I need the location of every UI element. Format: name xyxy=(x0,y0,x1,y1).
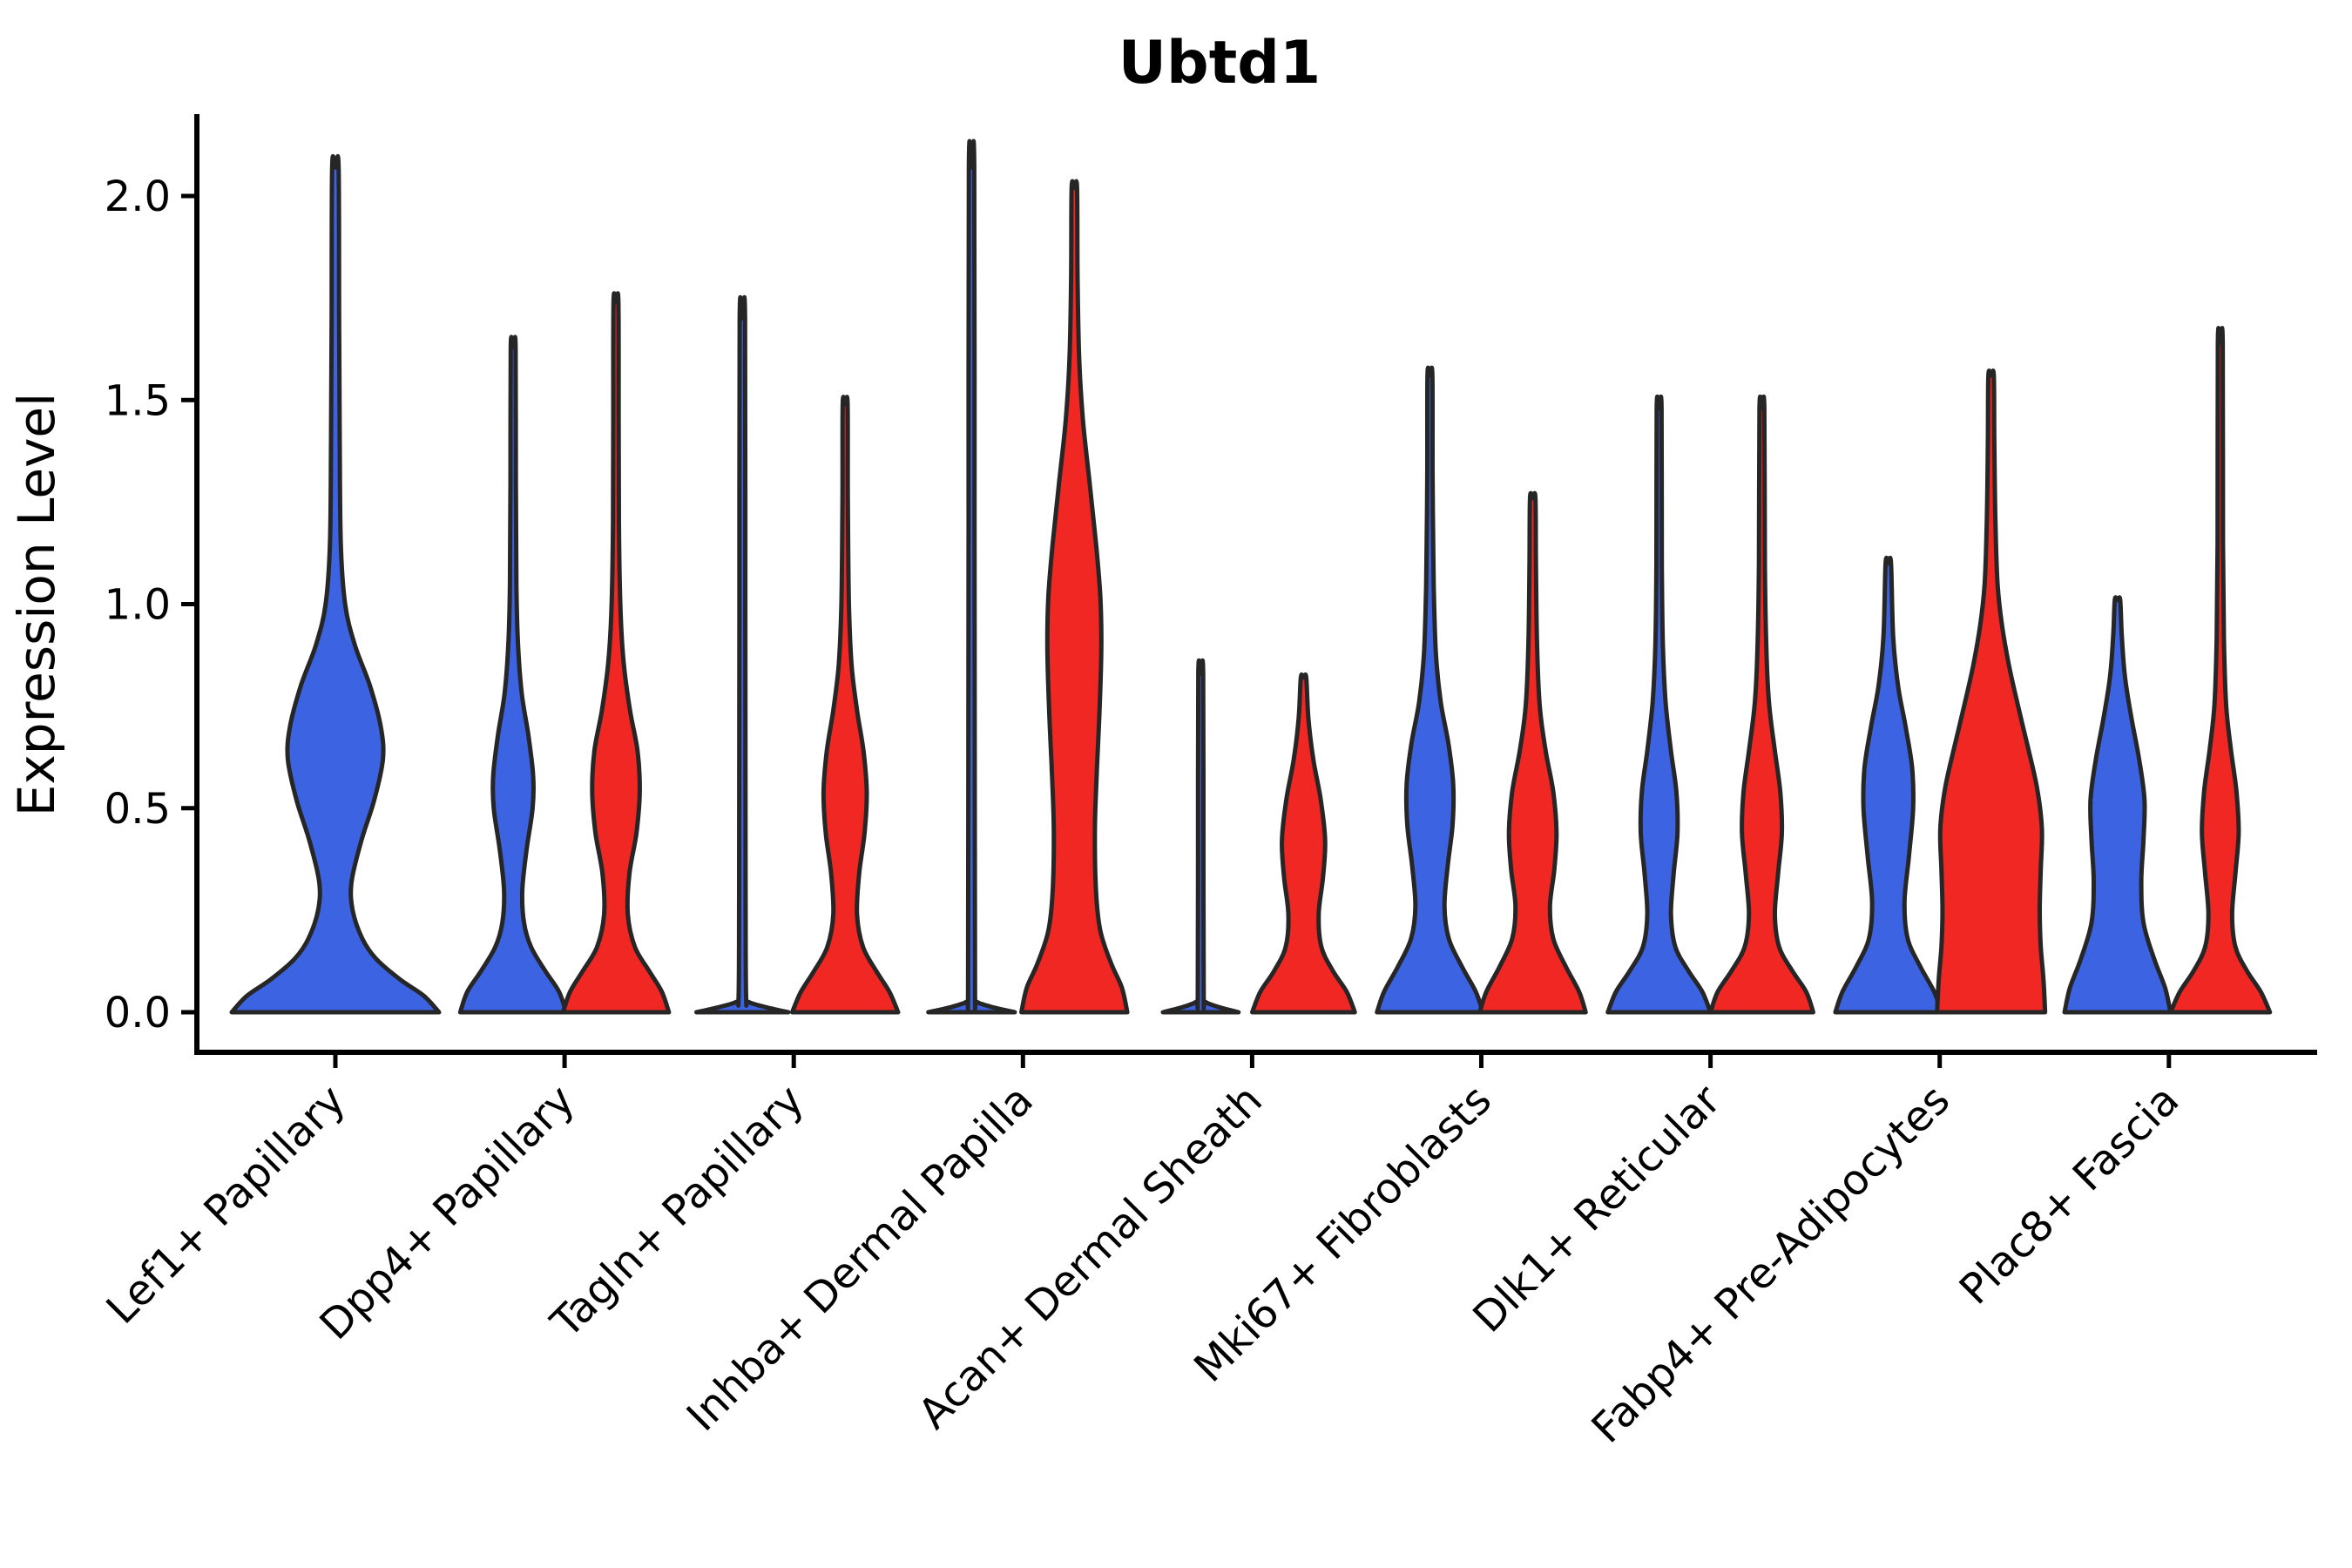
violin-red-tagln xyxy=(789,395,901,1015)
violin-blue-tagln xyxy=(694,294,791,1015)
violin-blue-acan xyxy=(1160,658,1241,1015)
violin-blue-dpp4 xyxy=(457,335,569,1015)
y-tick-label: 1.0 xyxy=(105,581,171,630)
y-tick-label: 0.0 xyxy=(105,989,171,1037)
x-tick-label: Dpp4+ Papillary xyxy=(311,1076,585,1349)
y-tick-label: 2.0 xyxy=(105,172,171,221)
violin-blue-fabp4 xyxy=(1833,555,1943,1015)
violin-blue-dlk1 xyxy=(1605,395,1713,1015)
x-tick-label: Tagln+ Papillary xyxy=(541,1076,813,1348)
y-tick-label: 0.5 xyxy=(105,785,171,834)
violin-red-plac8 xyxy=(2168,326,2273,1015)
x-tick-label: Lef1+ Papillary xyxy=(98,1076,355,1334)
violin-bodies xyxy=(229,139,2273,1015)
violin-red-inhba xyxy=(1019,179,1130,1015)
violin-red-mki67 xyxy=(1477,490,1588,1015)
violin-blue-lef1 xyxy=(229,153,442,1015)
y-axis-label: Expression Level xyxy=(7,393,66,816)
violin-red-dpp4 xyxy=(560,291,672,1015)
violin-red-dlk1 xyxy=(1708,395,1815,1015)
x-tick-label: Plac8+ Fascia xyxy=(1950,1076,2189,1315)
violin-blue-mki67 xyxy=(1375,365,1485,1015)
chart-title: Ubtd1 xyxy=(1119,29,1321,98)
violin-blue-plac8 xyxy=(2062,595,2173,1015)
violin-blue-inhba xyxy=(926,139,1017,1015)
violin-red-acan xyxy=(1250,672,1357,1015)
x-tick-label: Dlk1+ Reticular xyxy=(1463,1076,1730,1342)
y-tick-label: 1.5 xyxy=(105,376,171,425)
violin-red-fabp4 xyxy=(1935,368,2048,1015)
